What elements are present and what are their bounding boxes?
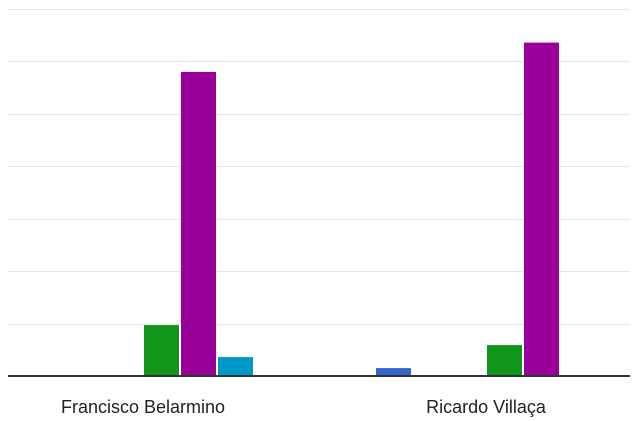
- x-axis-tick-labels: Francisco Belarmino Ricardo Villaça: [61, 397, 547, 417]
- gridlines: [8, 9, 630, 325]
- bar-0-3: [144, 325, 179, 376]
- bars: [144, 42, 559, 377]
- x-tick-label-1: Ricardo Villaça: [426, 397, 547, 417]
- bar-0-4: [181, 71, 216, 377]
- bar-1-4: [524, 42, 559, 376]
- bar-1-3: [487, 345, 522, 376]
- bar-0-5: [218, 357, 253, 376]
- bar-1-0: [376, 368, 411, 376]
- x-tick-label-0: Francisco Belarmino: [61, 397, 225, 417]
